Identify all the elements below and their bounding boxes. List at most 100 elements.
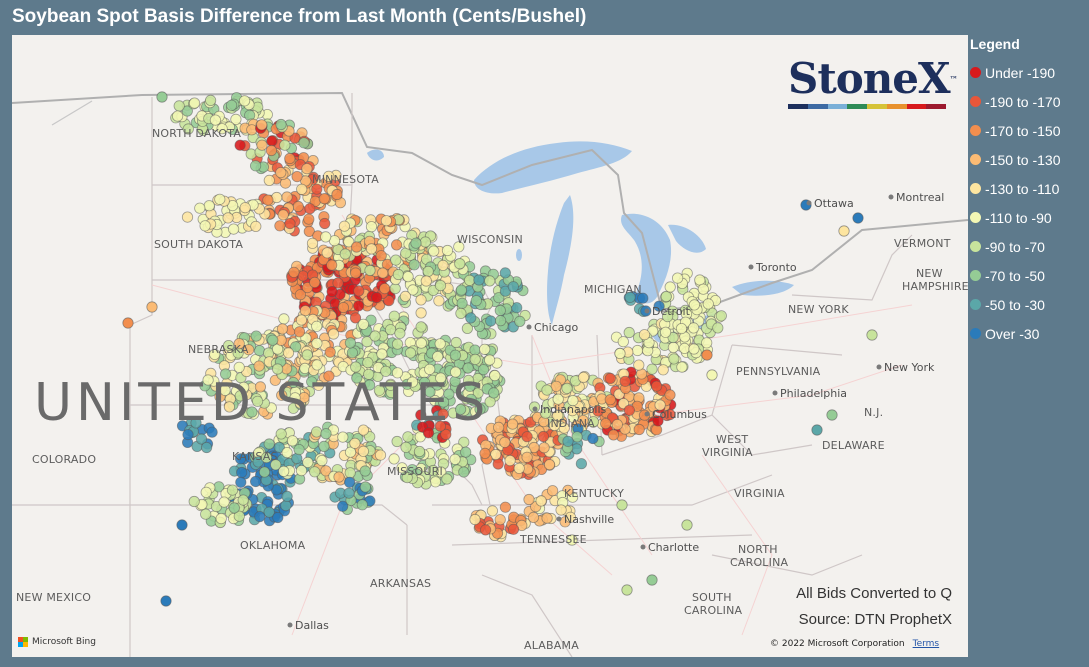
basis-point[interactable] — [281, 490, 293, 502]
legend-item[interactable]: -170 to -150 — [970, 116, 1088, 145]
basis-point[interactable] — [263, 506, 275, 518]
basis-point[interactable] — [399, 290, 411, 302]
basis-point[interactable] — [343, 476, 356, 488]
basis-point[interactable] — [181, 105, 193, 117]
basis-point[interactable] — [624, 291, 636, 303]
basis-point[interactable] — [811, 424, 823, 436]
basis-point[interactable] — [465, 312, 477, 324]
basis-point[interactable] — [460, 446, 472, 458]
basis-point[interactable] — [450, 336, 462, 349]
basis-point[interactable] — [176, 519, 188, 531]
legend-item[interactable]: -70 to -50 — [970, 261, 1088, 290]
basis-point[interactable] — [521, 431, 533, 443]
basis-point[interactable] — [697, 283, 709, 295]
basis-point[interactable] — [461, 322, 473, 334]
bing-attribution[interactable]: Microsoft Bing — [18, 637, 96, 647]
basis-point[interactable] — [311, 337, 323, 349]
basis-point[interactable] — [357, 424, 369, 436]
basis-point[interactable] — [676, 361, 688, 373]
basis-point[interactable] — [489, 369, 501, 382]
basis-point[interactable] — [356, 499, 368, 511]
basis-point[interactable] — [437, 408, 449, 420]
basis-point[interactable] — [701, 337, 713, 349]
basis-point[interactable] — [437, 396, 450, 408]
basis-point[interactable] — [326, 259, 338, 271]
basis-point[interactable] — [202, 374, 214, 386]
basis-point[interactable] — [294, 289, 306, 301]
basis-point[interactable] — [427, 464, 439, 477]
basis-point[interactable] — [396, 462, 408, 474]
basis-point[interactable] — [668, 353, 680, 365]
basis-point[interactable] — [652, 415, 664, 427]
basis-point[interactable] — [265, 144, 277, 157]
basis-point[interactable] — [638, 329, 651, 341]
basis-point[interactable] — [256, 139, 268, 151]
basis-point[interactable] — [371, 291, 383, 304]
basis-point[interactable] — [415, 307, 427, 319]
basis-point[interactable] — [267, 334, 279, 346]
basis-point[interactable] — [391, 367, 404, 379]
basis-point[interactable] — [434, 280, 447, 292]
basis-point[interactable] — [614, 347, 626, 360]
basis-point[interactable] — [546, 485, 559, 497]
basis-point[interactable] — [443, 388, 455, 400]
basis-point[interactable] — [621, 584, 633, 596]
basis-point[interactable] — [391, 435, 403, 448]
basis-point[interactable] — [419, 236, 431, 248]
basis-point[interactable] — [678, 342, 691, 354]
basis-point[interactable] — [455, 284, 467, 296]
basis-point[interactable] — [228, 502, 240, 514]
basis-point[interactable] — [254, 510, 266, 523]
basis-point[interactable] — [338, 220, 350, 232]
basis-point[interactable] — [262, 194, 274, 206]
basis-point[interactable] — [377, 267, 389, 279]
basis-point[interactable] — [173, 100, 185, 112]
basis-point[interactable] — [333, 471, 345, 483]
basis-point[interactable] — [233, 337, 245, 350]
basis-point[interactable] — [182, 123, 194, 135]
basis-point[interactable] — [566, 534, 578, 546]
basis-point[interactable] — [440, 428, 452, 440]
basis-point[interactable] — [298, 137, 310, 149]
basis-point[interactable] — [376, 348, 388, 360]
basis-point[interactable] — [181, 211, 194, 223]
basis-point[interactable] — [402, 271, 414, 283]
basis-point[interactable] — [541, 384, 553, 396]
basis-point[interactable] — [413, 445, 426, 458]
basis-point[interactable] — [190, 417, 202, 429]
basis-point[interactable] — [233, 510, 245, 522]
basis-point[interactable] — [201, 441, 213, 454]
basis-point[interactable] — [456, 297, 468, 309]
basis-point[interactable] — [407, 284, 419, 296]
basis-point[interactable] — [349, 312, 362, 324]
basis-point[interactable] — [474, 403, 486, 415]
basis-point[interactable] — [234, 139, 246, 151]
basis-point[interactable] — [281, 446, 293, 459]
basis-point[interactable] — [350, 361, 362, 373]
basis-point[interactable] — [233, 361, 245, 373]
basis-point[interactable] — [337, 500, 349, 512]
basis-point[interactable] — [275, 167, 287, 179]
basis-point[interactable] — [653, 300, 665, 312]
basis-point[interactable] — [375, 250, 387, 262]
basis-point[interactable] — [200, 508, 212, 520]
basis-point[interactable] — [282, 347, 295, 359]
basis-point[interactable] — [352, 300, 365, 312]
basis-point[interactable] — [270, 459, 282, 471]
basis-point[interactable] — [256, 119, 268, 131]
basis-point[interactable] — [293, 326, 306, 338]
basis-point[interactable] — [600, 417, 612, 430]
basis-point[interactable] — [611, 418, 623, 431]
basis-point[interactable] — [507, 523, 520, 535]
basis-point[interactable] — [449, 349, 461, 361]
basis-point[interactable] — [537, 430, 550, 443]
basis-point[interactable] — [623, 404, 636, 416]
basis-point[interactable] — [272, 511, 284, 524]
basis-point[interactable] — [275, 428, 287, 440]
basis-point[interactable] — [706, 369, 718, 381]
basis-point[interactable] — [402, 431, 414, 443]
basis-point[interactable] — [433, 295, 445, 307]
basis-point[interactable] — [388, 310, 400, 322]
basis-point[interactable] — [623, 326, 635, 339]
basis-point[interactable] — [715, 310, 727, 322]
